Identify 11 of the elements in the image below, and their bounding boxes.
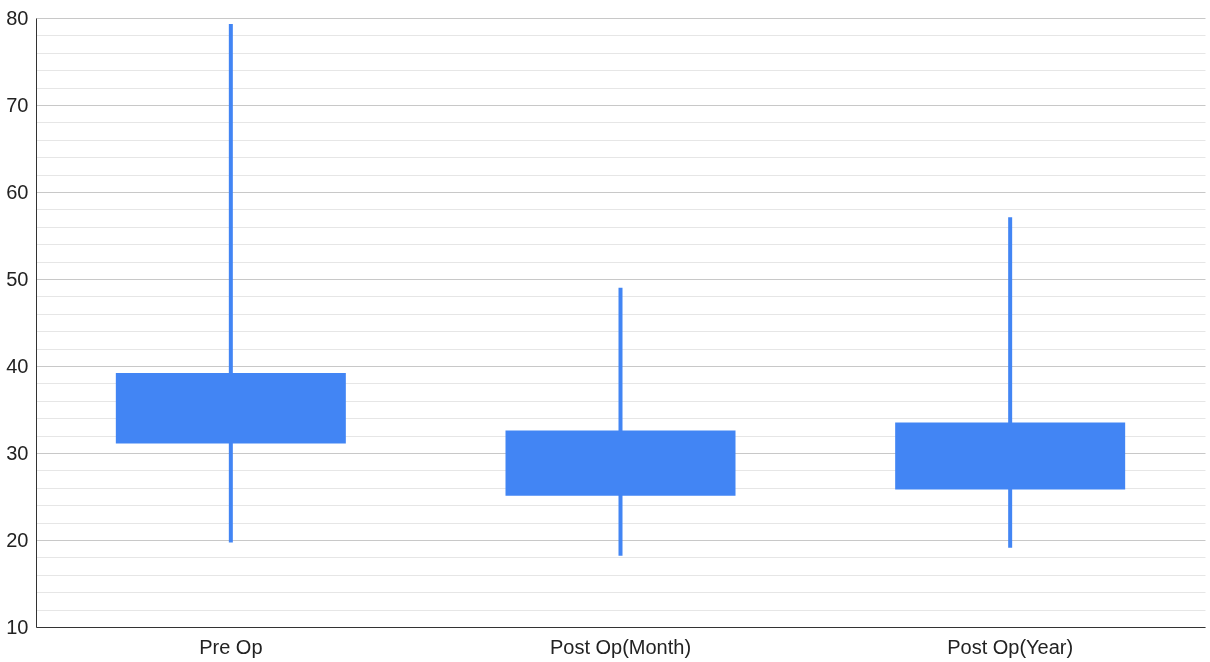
y-tick-label: 10 xyxy=(6,615,29,638)
x-tick-label: Pre Op xyxy=(199,635,263,658)
y-tick-label: 40 xyxy=(6,354,29,377)
y-tick-label: 80 xyxy=(6,6,29,29)
x-tick-label: Post Op(Year) xyxy=(947,635,1074,658)
y-tick-label: 30 xyxy=(6,441,29,464)
y-tick-label: 60 xyxy=(6,180,29,203)
y-tick-label: 70 xyxy=(6,93,29,116)
x-tick-label: Post Op(Month) xyxy=(549,635,692,658)
y-tick-label: 50 xyxy=(6,267,29,290)
y-tick-label: 20 xyxy=(6,528,29,551)
